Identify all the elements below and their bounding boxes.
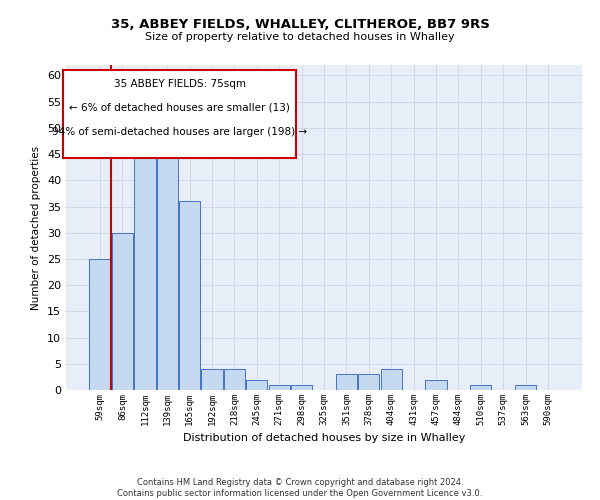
Text: 35, ABBEY FIELDS, WHALLEY, CLITHEROE, BB7 9RS: 35, ABBEY FIELDS, WHALLEY, CLITHEROE, BB… [110,18,490,30]
Y-axis label: Number of detached properties: Number of detached properties [31,146,41,310]
Bar [515,385,536,390]
Bar [89,259,111,390]
X-axis label: Distribution of detached houses by size in Whalley: Distribution of detached houses by size … [183,434,465,444]
Bar [179,202,200,390]
Bar [246,380,268,390]
Bar [157,149,178,390]
Bar [358,374,379,390]
Bar [425,380,446,390]
Bar [470,385,491,390]
Bar [134,133,155,390]
FancyBboxPatch shape [64,70,296,158]
Bar [336,374,357,390]
Bar [202,369,223,390]
Text: Contains HM Land Registry data © Crown copyright and database right 2024.
Contai: Contains HM Land Registry data © Crown c… [118,478,482,498]
Text: 35 ABBEY FIELDS: 75sqm: 35 ABBEY FIELDS: 75sqm [113,78,245,88]
Text: 94% of semi-detached houses are larger (198) →: 94% of semi-detached houses are larger (… [52,127,307,137]
Text: Size of property relative to detached houses in Whalley: Size of property relative to detached ho… [145,32,455,42]
Bar [269,385,290,390]
Text: ← 6% of detached houses are smaller (13): ← 6% of detached houses are smaller (13) [69,103,290,113]
Bar [380,369,402,390]
Bar [224,369,245,390]
Bar [291,385,312,390]
Bar [112,232,133,390]
